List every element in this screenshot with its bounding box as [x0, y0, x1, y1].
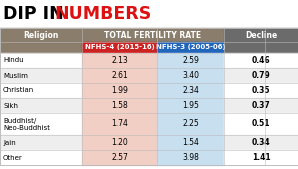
Text: Religion: Religion — [23, 30, 59, 40]
Text: 1.20: 1.20 — [111, 138, 128, 147]
Bar — [0, 135, 82, 150]
Text: Hindu: Hindu — [3, 57, 24, 64]
Bar — [157, 42, 224, 53]
Text: 2.25: 2.25 — [182, 119, 199, 128]
Text: Decline: Decline — [245, 30, 277, 40]
Text: 1.99: 1.99 — [111, 86, 128, 95]
Text: 1.95: 1.95 — [182, 101, 199, 110]
Text: DIP IN: DIP IN — [3, 5, 70, 23]
Text: 1.54: 1.54 — [182, 138, 199, 147]
Text: 0.37: 0.37 — [252, 101, 270, 110]
Bar — [224, 113, 298, 135]
Text: Sikh: Sikh — [3, 103, 18, 108]
Text: Muslim: Muslim — [3, 73, 28, 78]
Bar — [224, 83, 298, 98]
Text: 0.51: 0.51 — [252, 119, 270, 128]
Text: 1.74: 1.74 — [111, 119, 128, 128]
Bar — [157, 113, 224, 135]
Bar — [82, 28, 224, 42]
Bar — [0, 53, 82, 68]
Text: NFHS-3 (2005-06): NFHS-3 (2005-06) — [156, 44, 225, 51]
Text: 1.41: 1.41 — [252, 153, 270, 162]
Bar — [82, 135, 157, 150]
Bar — [0, 68, 82, 83]
Bar — [0, 98, 82, 113]
Bar — [224, 42, 298, 53]
Text: 0.34: 0.34 — [252, 138, 270, 147]
Bar — [82, 53, 157, 68]
Text: 2.13: 2.13 — [111, 56, 128, 65]
Text: Jain: Jain — [3, 139, 16, 146]
Bar — [82, 42, 157, 53]
Text: 2.59: 2.59 — [182, 56, 199, 65]
Bar — [157, 53, 224, 68]
Bar — [0, 28, 82, 42]
Bar — [82, 68, 157, 83]
Bar — [82, 150, 157, 165]
Text: 2.57: 2.57 — [111, 153, 128, 162]
Text: 0.46: 0.46 — [252, 56, 270, 65]
Bar — [224, 150, 298, 165]
Text: 1.58: 1.58 — [111, 101, 128, 110]
Bar — [0, 150, 82, 165]
Bar — [157, 135, 224, 150]
Bar — [82, 113, 157, 135]
Bar — [0, 28, 298, 165]
Bar — [224, 98, 298, 113]
Bar — [82, 83, 157, 98]
Bar — [157, 150, 224, 165]
Bar — [157, 83, 224, 98]
Bar — [0, 113, 82, 135]
Text: NFHS-4 (2015-16): NFHS-4 (2015-16) — [85, 44, 154, 51]
Bar — [224, 135, 298, 150]
Text: Buddhist/
Neo-Buddhist: Buddhist/ Neo-Buddhist — [3, 117, 50, 130]
Text: 2.61: 2.61 — [111, 71, 128, 80]
Text: Christian: Christian — [3, 88, 34, 93]
Text: 0.35: 0.35 — [252, 86, 270, 95]
Bar — [224, 28, 298, 42]
Text: 3.40: 3.40 — [182, 71, 199, 80]
Bar — [0, 83, 82, 98]
Bar — [82, 98, 157, 113]
Text: Other: Other — [3, 154, 23, 161]
Text: TOTAL FERTILITY RATE: TOTAL FERTILITY RATE — [104, 30, 201, 40]
Text: 2.34: 2.34 — [182, 86, 199, 95]
Bar — [157, 98, 224, 113]
Text: NUMBERS: NUMBERS — [54, 5, 151, 23]
Bar — [224, 53, 298, 68]
Bar — [0, 0, 298, 28]
Bar — [157, 68, 224, 83]
Bar — [224, 68, 298, 83]
Text: 0.79: 0.79 — [252, 71, 270, 80]
Bar — [0, 42, 82, 53]
Text: 3.98: 3.98 — [182, 153, 199, 162]
